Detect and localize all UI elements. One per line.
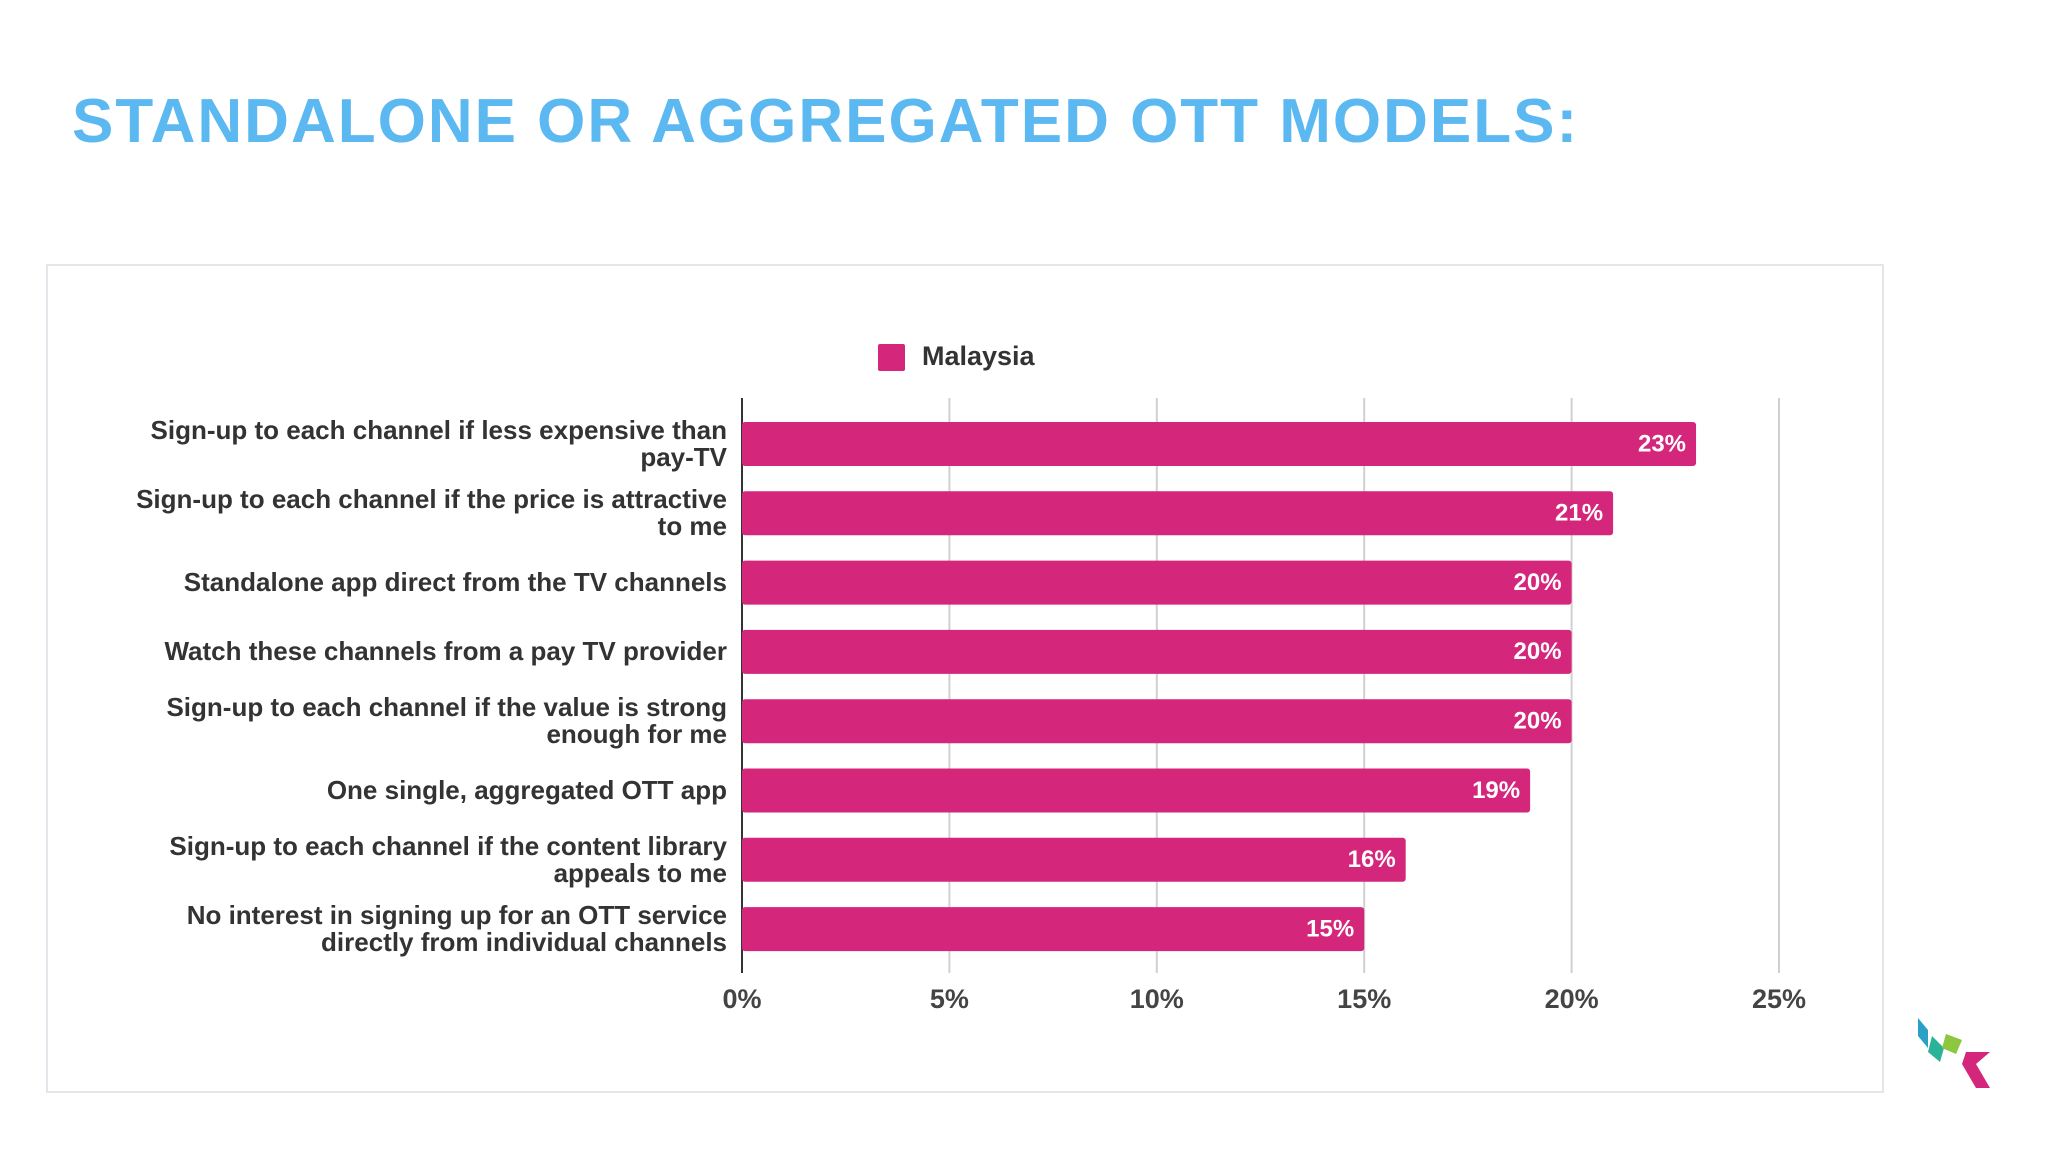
x-tick-label: 5% bbox=[930, 984, 969, 1014]
bar bbox=[742, 837, 1406, 882]
bar bbox=[742, 699, 1572, 744]
x-tick-label: 15% bbox=[1337, 984, 1391, 1014]
value-label: 20% bbox=[1514, 708, 1562, 735]
bar bbox=[742, 629, 1572, 674]
bar bbox=[742, 491, 1614, 536]
x-tick-label: 10% bbox=[1130, 984, 1184, 1014]
x-tick-label: 0% bbox=[722, 984, 761, 1014]
value-label: 19% bbox=[1472, 777, 1520, 804]
logo-part bbox=[1918, 1018, 1928, 1048]
bar bbox=[742, 907, 1365, 952]
bar bbox=[742, 768, 1531, 813]
value-label: 20% bbox=[1514, 569, 1562, 596]
legend-swatch bbox=[878, 344, 905, 371]
y-tick-label: Sign-up to each channel if the value is … bbox=[166, 692, 727, 750]
logo-part bbox=[1962, 1052, 1990, 1088]
page-title: STANDALONE OR AGGREGATED OTT MODELS: bbox=[72, 87, 1580, 156]
value-label: 20% bbox=[1514, 638, 1562, 665]
chart-frame bbox=[46, 264, 1884, 1093]
x-tick-label: 20% bbox=[1545, 984, 1599, 1014]
logo bbox=[1918, 1018, 1990, 1088]
bar bbox=[742, 422, 1697, 466]
bar bbox=[742, 560, 1572, 605]
value-label: 21% bbox=[1555, 500, 1603, 527]
y-tick-label: Standalone app direct from the TV channe… bbox=[183, 567, 727, 598]
logo-part bbox=[1928, 1036, 1944, 1062]
y-tick-label: Sign-up to each channel if less expensiv… bbox=[150, 415, 727, 472]
value-label: 23% bbox=[1638, 430, 1686, 457]
value-label: 16% bbox=[1348, 846, 1396, 873]
y-tick-label: Watch these channels from a pay TV provi… bbox=[164, 636, 727, 667]
y-tick-label: Sign-up to each channel if the price is … bbox=[136, 484, 727, 542]
legend-label: Malaysia bbox=[922, 341, 1036, 371]
logo-part bbox=[1942, 1034, 1962, 1054]
y-tick-label: Sign-up to each channel if the content l… bbox=[169, 830, 727, 888]
value-label: 15% bbox=[1306, 915, 1354, 942]
y-tick-label: One single, aggregated OTT app bbox=[326, 775, 727, 805]
y-tick-label: No interest in signing up for an OTT ser… bbox=[186, 900, 727, 958]
x-tick-label: 25% bbox=[1752, 984, 1806, 1014]
